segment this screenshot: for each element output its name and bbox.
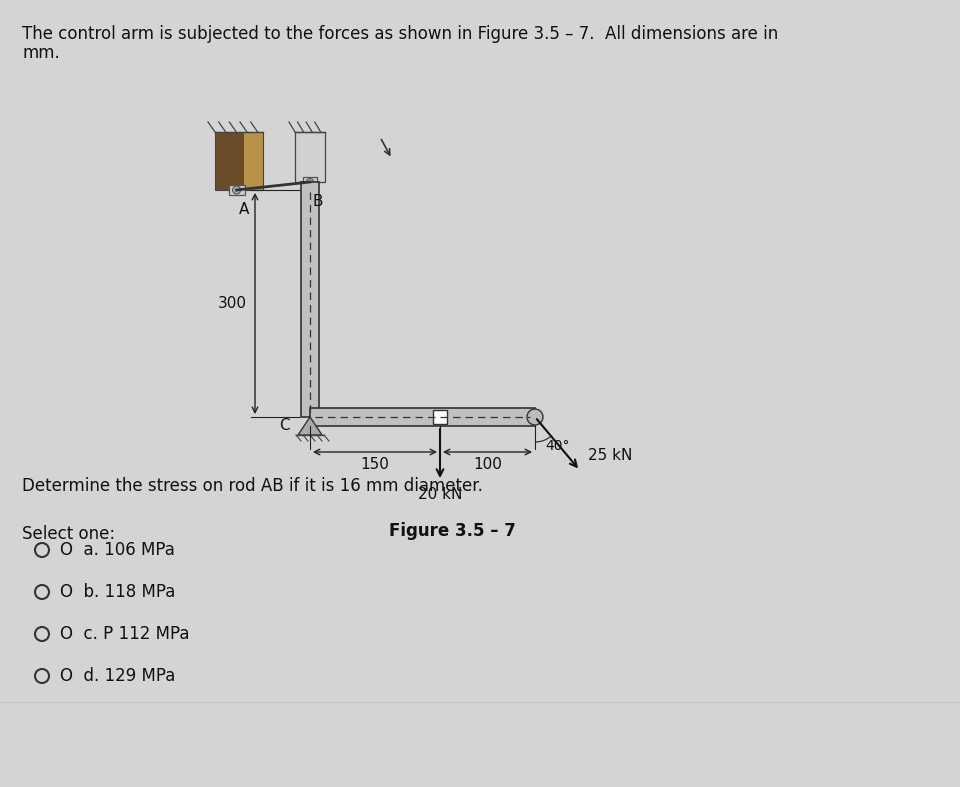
Text: 25 kN: 25 kN xyxy=(588,448,633,463)
Text: O  a. 106 MPa: O a. 106 MPa xyxy=(60,541,175,559)
Bar xyxy=(310,408,535,426)
Text: 20 kN: 20 kN xyxy=(418,487,462,502)
Bar xyxy=(295,132,325,182)
Text: 100: 100 xyxy=(473,457,502,472)
Text: C: C xyxy=(279,417,290,433)
Text: The control arm is subjected to the forces as shown in Figure 3.5 – 7.  All dime: The control arm is subjected to the forc… xyxy=(22,25,779,43)
Bar xyxy=(433,410,447,424)
Text: O  c. P 112 MPa: O c. P 112 MPa xyxy=(60,625,189,643)
Bar xyxy=(303,177,317,187)
Bar xyxy=(301,182,319,417)
Circle shape xyxy=(306,179,314,186)
Text: Figure 3.5 – 7: Figure 3.5 – 7 xyxy=(389,522,516,540)
Text: 300: 300 xyxy=(218,296,247,311)
Circle shape xyxy=(527,409,543,425)
Text: Select one:: Select one: xyxy=(22,525,115,543)
Polygon shape xyxy=(298,417,322,435)
Text: 150: 150 xyxy=(361,457,390,472)
Text: A: A xyxy=(239,202,249,217)
Text: Determine the stress on rod AB if it is 16 mm diameter.: Determine the stress on rod AB if it is … xyxy=(22,477,483,495)
Bar xyxy=(228,185,245,195)
Bar xyxy=(244,132,263,190)
Bar xyxy=(215,132,263,190)
Text: B: B xyxy=(312,194,323,209)
Text: 40°: 40° xyxy=(545,439,569,453)
Circle shape xyxy=(232,186,241,194)
Bar xyxy=(215,132,263,190)
Text: mm.: mm. xyxy=(22,44,60,62)
Text: O  d. 129 MPa: O d. 129 MPa xyxy=(60,667,176,685)
Text: O  b. 118 MPa: O b. 118 MPa xyxy=(60,583,176,601)
